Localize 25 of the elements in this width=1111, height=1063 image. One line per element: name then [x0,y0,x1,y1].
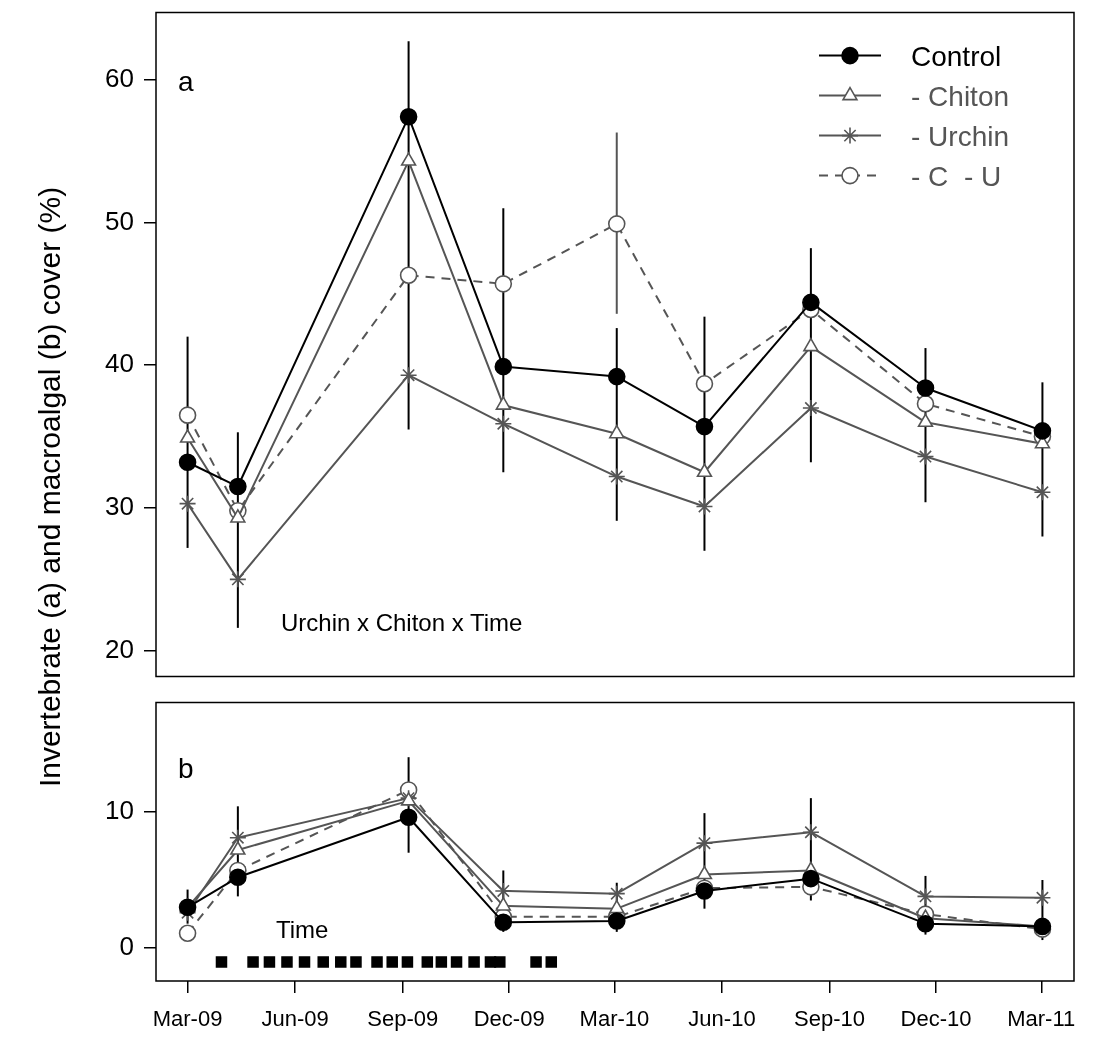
text: a [178,66,194,98]
y-axis-title: Invertebrate (a) and macroalgal (b) cover (%) [33,187,67,788]
y-tick-label: 50 [105,206,134,237]
y-tick-label: 30 [105,491,134,522]
x-tick-label: Dec-09 [473,1006,545,1032]
x-tick-label: Dec-10 [900,1006,972,1032]
y-tick-label: 20 [105,634,134,665]
x-tick-label: Mar-09 [152,1006,223,1032]
y-tick-label: 60 [105,63,134,94]
x-tick-label: Sep-09 [367,1006,439,1032]
x-tick-label: Mar-11 [1007,1006,1076,1032]
annotation: Urchin x Chiton x Time [281,609,523,637]
annotation: Time [276,916,329,944]
y-tick-label: 10 [105,794,134,825]
legend-label: Control [911,41,1002,73]
x-tick-label: Sep-10 [794,1006,866,1032]
text: b [178,752,194,784]
x-tick-label: Jun-09 [261,1006,329,1032]
legend-label: - C - U [911,161,1002,193]
x-tick-label: Mar-10 [579,1006,650,1032]
legend-label: - Urchin [911,121,1010,153]
x-tick-label: Jun-10 [688,1006,756,1032]
y-tick-label: 0 [119,931,134,962]
y-tick-label: 40 [105,348,134,379]
legend-label: - Chiton [911,81,1010,113]
